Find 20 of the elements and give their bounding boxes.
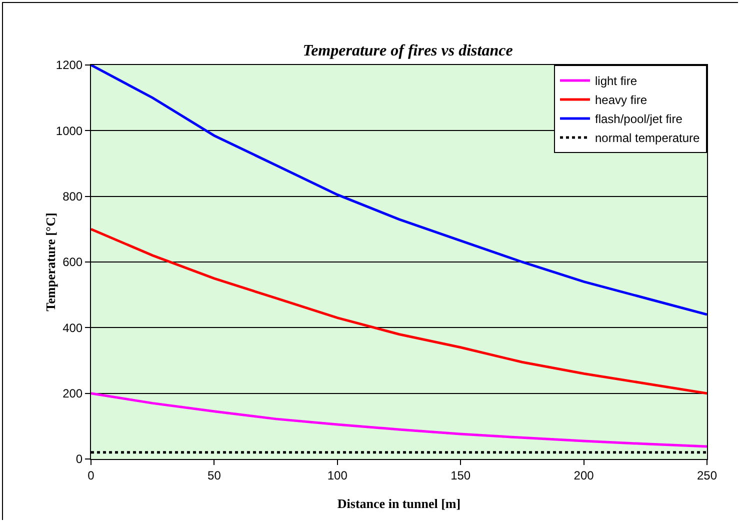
y-axis-title: Temperature [°C] bbox=[43, 212, 58, 312]
legend-label: flash/pool/jet fire bbox=[595, 112, 683, 126]
y-tick-label: 200 bbox=[62, 386, 83, 401]
legend-label: light fire bbox=[595, 74, 638, 88]
y-tick-label: 0 bbox=[76, 452, 83, 466]
chart-title: Temperature of fires vs distance bbox=[302, 42, 513, 60]
x-tick-label: 150 bbox=[450, 468, 471, 482]
y-tick-label: 600 bbox=[62, 255, 83, 270]
x-tick-label: 250 bbox=[696, 468, 718, 482]
x-axis-title: Distance in tunnel [m] bbox=[337, 496, 461, 511]
x-tick-label: 0 bbox=[88, 468, 95, 482]
y-tick-label: 800 bbox=[62, 190, 83, 204]
x-tick-label: 100 bbox=[327, 468, 348, 482]
x-tick-label: 50 bbox=[208, 468, 222, 482]
y-tick-label: 400 bbox=[62, 320, 83, 335]
y-tick-label: 1200 bbox=[56, 58, 83, 72]
legend-label: normal temperature bbox=[595, 131, 700, 146]
y-tick-label: 1000 bbox=[56, 124, 83, 138]
x-tick-label: 200 bbox=[574, 468, 594, 482]
legend-label: heavy fire bbox=[595, 93, 648, 108]
